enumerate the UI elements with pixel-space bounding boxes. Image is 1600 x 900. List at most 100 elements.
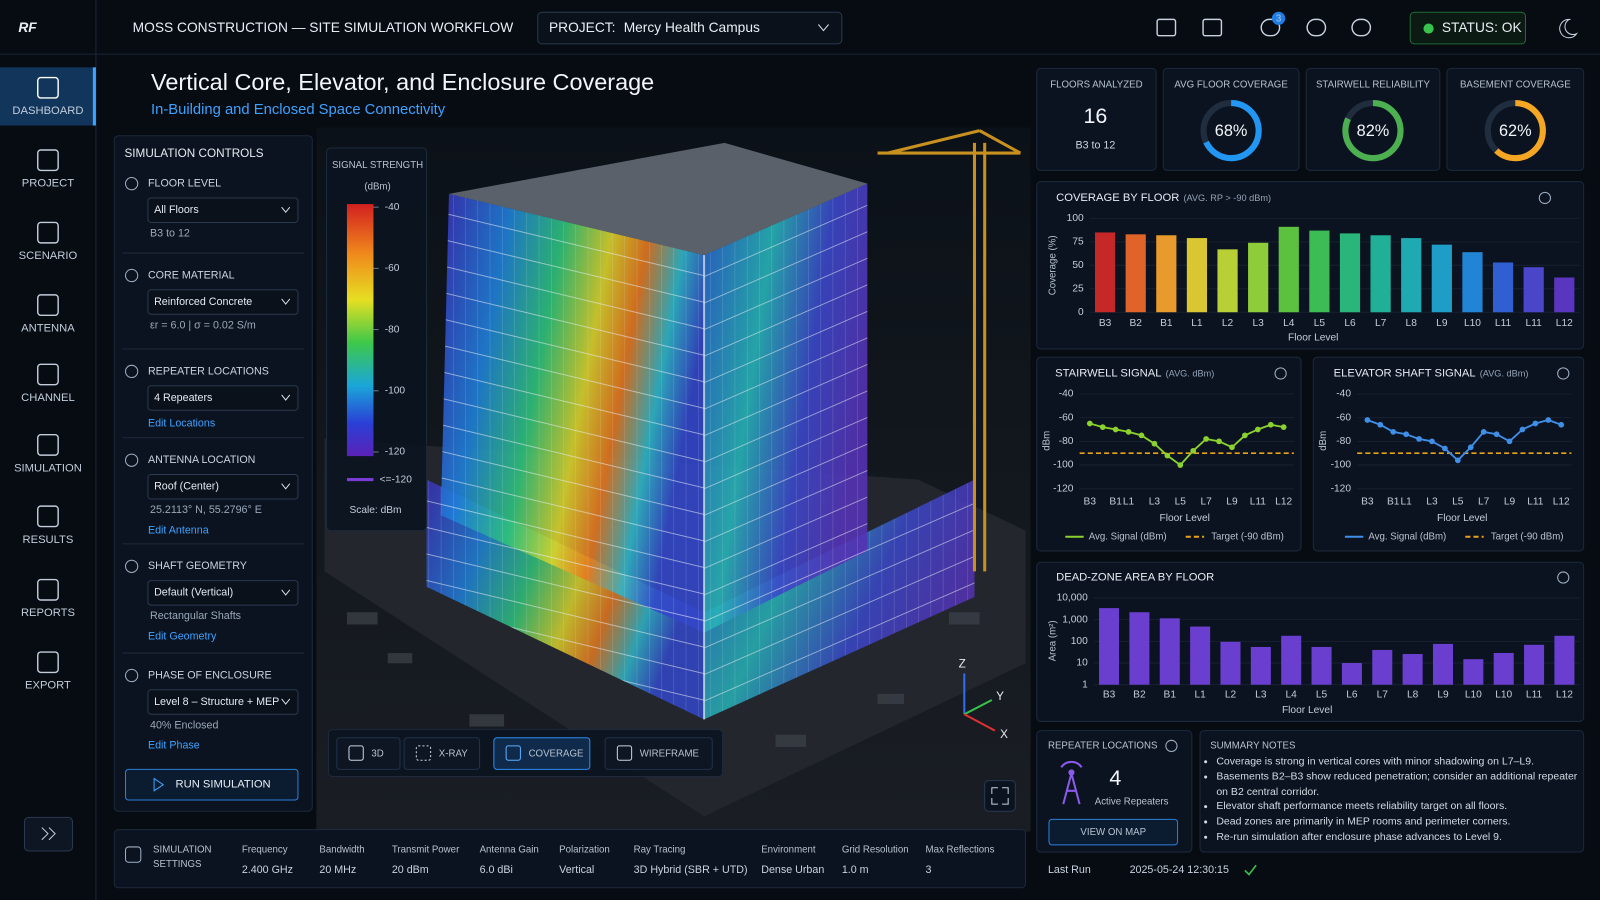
controls-title: SIMULATION CONTROLS <box>124 147 263 160</box>
view-button[interactable] <box>336 737 401 770</box>
nav-item[interactable]: REPORTS <box>21 607 75 619</box>
x-tick-label: L9 <box>1226 497 1238 508</box>
control-link[interactable]: Edit Geometry <box>148 631 217 643</box>
toolbar-icon[interactable] <box>1260 18 1281 37</box>
signal-point <box>1099 424 1106 430</box>
setting-value: 6.0 dBi <box>480 864 513 876</box>
signal-point <box>1151 440 1158 447</box>
repeaters-count: 4 <box>1109 766 1121 790</box>
view-label: COVERAGE <box>529 749 584 760</box>
y-tick-label: -60 <box>1059 412 1074 423</box>
legend-tick-label: -120 <box>385 447 406 458</box>
x-tick-label: L11 <box>1526 318 1543 329</box>
setting-label: Ray Tracing <box>634 845 686 856</box>
view-icon <box>348 745 364 761</box>
settings-title: SIMULATION <box>153 845 212 856</box>
toolbar-icon[interactable] <box>1351 18 1372 37</box>
project-label: PROJECT: <box>549 20 616 35</box>
x-axis-label: Floor Level <box>1159 513 1209 524</box>
fullscreen-button[interactable] <box>984 780 1016 812</box>
chart-subtitle: (AVG. RP > -90 dBm) <box>1183 193 1271 203</box>
nav-item[interactable]: RESULTS <box>22 534 73 546</box>
x-tick-label: B3 <box>1084 497 1097 508</box>
legend-label: Target (-90 dBm) <box>1491 531 1564 542</box>
control-select[interactable] <box>147 689 299 715</box>
view-button[interactable] <box>604 737 713 770</box>
bar <box>1523 267 1544 313</box>
x-tick-label: L5 <box>1452 497 1464 508</box>
y-axis-label: Area (m²) <box>1048 620 1059 661</box>
x-tick-label: L3 <box>1252 318 1264 329</box>
summary-notes: Coverage is strong in vertical cores wit… <box>1204 755 1580 851</box>
control-icon <box>125 453 139 467</box>
info-icon[interactable] <box>1165 739 1178 753</box>
bar <box>1341 663 1362 685</box>
y-tick-label: -40 <box>1336 389 1351 400</box>
control-select[interactable] <box>147 197 299 223</box>
kpi-label: BASEMENT COVERAGE <box>1460 79 1571 90</box>
chart-subtitle: (AVG. dBm) <box>1166 368 1215 378</box>
nav-item[interactable]: SIMULATION <box>14 462 82 474</box>
note: Coverage is strong in vertical cores wit… <box>1216 755 1579 770</box>
bar <box>1524 644 1545 685</box>
nav-item[interactable]: EXPORT <box>25 680 71 692</box>
x-tick-label: B3 <box>1103 690 1116 701</box>
x-tick-label: L10 <box>1464 318 1481 329</box>
theme-toggle[interactable] <box>1559 18 1579 39</box>
info-icon[interactable] <box>1274 367 1287 380</box>
nav-icon <box>37 221 59 244</box>
x-tick-label: L4 <box>1286 690 1298 701</box>
control-value: 4 Repeaters <box>154 392 212 404</box>
control-note: Rectangular Shafts <box>150 610 241 622</box>
nav-item[interactable]: CHANNEL <box>21 392 75 404</box>
project-select[interactable] <box>537 11 843 45</box>
toolbar-icon[interactable] <box>1156 18 1177 37</box>
control-value: Level 8 – Structure + MEP <box>154 696 279 708</box>
info-icon[interactable] <box>1557 571 1570 584</box>
y-tick-label: 25 <box>1072 283 1084 294</box>
signal-point <box>1416 436 1422 442</box>
setting-label: Max Reflections <box>926 845 995 856</box>
run-button[interactable] <box>125 768 299 801</box>
control-select[interactable] <box>147 580 299 606</box>
y-tick-label: 10 <box>1076 658 1088 669</box>
control-select[interactable] <box>147 385 299 411</box>
control-value: All Floors <box>154 204 199 216</box>
toolbar-icon[interactable] <box>1202 18 1223 37</box>
info-icon[interactable] <box>1538 191 1552 205</box>
nav-icon <box>37 505 59 528</box>
nav-item[interactable]: SCENARIO <box>19 250 78 262</box>
kpi-card <box>1305 67 1441 171</box>
control-link[interactable]: Edit Locations <box>148 417 215 429</box>
signal-point <box>1532 420 1539 427</box>
legend-scale: Scale: dBm <box>349 505 401 516</box>
bar <box>1372 649 1393 685</box>
signal-point <box>1242 432 1248 439</box>
control-select[interactable] <box>147 289 299 315</box>
bar <box>1278 226 1299 313</box>
signal-point <box>1545 417 1552 423</box>
nav-icon <box>37 578 59 601</box>
nav-item[interactable]: DASHBOARD <box>12 105 83 117</box>
legend-label: Avg. Signal (dBm) <box>1089 531 1167 542</box>
toolbar-icon[interactable] <box>1306 18 1327 37</box>
control-link[interactable]: Edit Antenna <box>148 524 209 536</box>
x-tick-label: L9 <box>1504 497 1516 508</box>
kpi-label: STAIRWELL RELIABILITY <box>1316 79 1430 90</box>
control-link[interactable]: Edit Phase <box>148 740 200 752</box>
signal-point <box>1364 417 1371 423</box>
x-tick-label: B2 <box>1133 690 1146 701</box>
control-icon <box>125 559 139 573</box>
nav-item[interactable]: ANTENNA <box>21 323 75 335</box>
info-icon[interactable] <box>1557 367 1570 380</box>
signal-point <box>1254 426 1261 433</box>
nav-item[interactable]: PROJECT <box>22 178 75 190</box>
signal-point <box>1480 428 1487 435</box>
x-axis-label: Floor Level <box>1437 513 1487 524</box>
expand-sidebar[interactable] <box>23 816 73 852</box>
control-select[interactable] <box>147 473 299 500</box>
settings-panel <box>113 829 1027 889</box>
view-map-button[interactable] <box>1048 818 1179 846</box>
logo: RF <box>18 20 37 35</box>
x-tick-label: L11 <box>1250 497 1267 508</box>
